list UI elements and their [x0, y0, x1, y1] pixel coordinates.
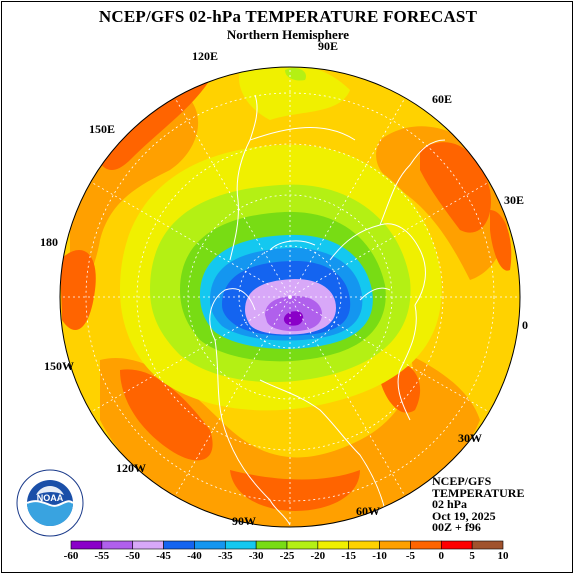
- legend-tick-label: -10: [372, 550, 387, 562]
- warm-band-south: [100, 355, 480, 527]
- legend-tick-label: -20: [310, 550, 326, 562]
- lon-label-30e: 30E: [504, 193, 525, 207]
- legend-tick-label: -30: [248, 550, 264, 562]
- hot-blob-west: [60, 250, 96, 330]
- meridians: [60, 67, 520, 527]
- band-minus20-north: [239, 67, 350, 120]
- lon-label-90w: 90W: [232, 514, 256, 528]
- lon-label-60w: 60W: [356, 504, 380, 518]
- info-model: NCEP/GFS: [432, 474, 492, 488]
- legend-tick-label: -25: [279, 550, 295, 562]
- lon-label-90e: 90E: [318, 39, 339, 53]
- noaa-logo: NOAA: [16, 469, 84, 537]
- lon-label-120e: 120E: [192, 49, 219, 63]
- legend-tick-label: 10: [497, 550, 509, 562]
- chart-subtitle: Northern Hemisphere: [226, 27, 350, 42]
- lon-label-180: 180: [40, 235, 58, 249]
- map-boundary: [59, 66, 521, 528]
- lon-label-150w: 150W: [44, 359, 74, 373]
- legend-tick-label: -60: [63, 550, 79, 562]
- hot-blob-sw: [120, 369, 213, 461]
- hot-blob-east: [490, 210, 512, 271]
- lon-label-60e: 60E: [432, 92, 453, 106]
- coastlines: [209, 94, 446, 526]
- hot-blob-pacific: [90, 77, 210, 170]
- chart-title: NCEP/GFS 02-hPa TEMPERATURE FORECAST: [98, 7, 478, 26]
- legend-tick-label: -45: [156, 550, 171, 562]
- info-level: 02 hPa: [432, 497, 468, 511]
- noaa-logo-text: NOAA: [37, 493, 64, 503]
- hot-blob-europe: [420, 142, 491, 233]
- hot-blob-south: [230, 470, 360, 511]
- legend-tick-label: -5: [405, 550, 416, 562]
- lon-label-150e: 150E: [89, 122, 116, 136]
- legend-tick-label: -35: [217, 550, 233, 562]
- lon-label-0: 0: [522, 318, 528, 332]
- legend-tick-label: -55: [94, 550, 110, 562]
- legend-tick-label: 0: [438, 550, 445, 562]
- legend-tick-label: 5: [469, 550, 475, 562]
- info-field: TEMPERATURE: [432, 485, 525, 500]
- lon-label-120w: 120W: [116, 461, 146, 475]
- info-date: Oct 19, 2025: [432, 508, 496, 523]
- legend-tick-label: -15: [341, 550, 357, 562]
- info-run: 00Z + f96: [432, 520, 481, 534]
- lon-label-30w: 30W: [458, 431, 482, 445]
- legend-tick-label: -40: [187, 550, 202, 562]
- legend-tick-label: -50: [125, 550, 141, 562]
- temperature-field: [60, 67, 520, 527]
- band-minus60: [283, 311, 304, 326]
- forecast-info: NCEP/GFS TEMPERATURE 02 hPa Oct 19, 2025…: [432, 474, 525, 534]
